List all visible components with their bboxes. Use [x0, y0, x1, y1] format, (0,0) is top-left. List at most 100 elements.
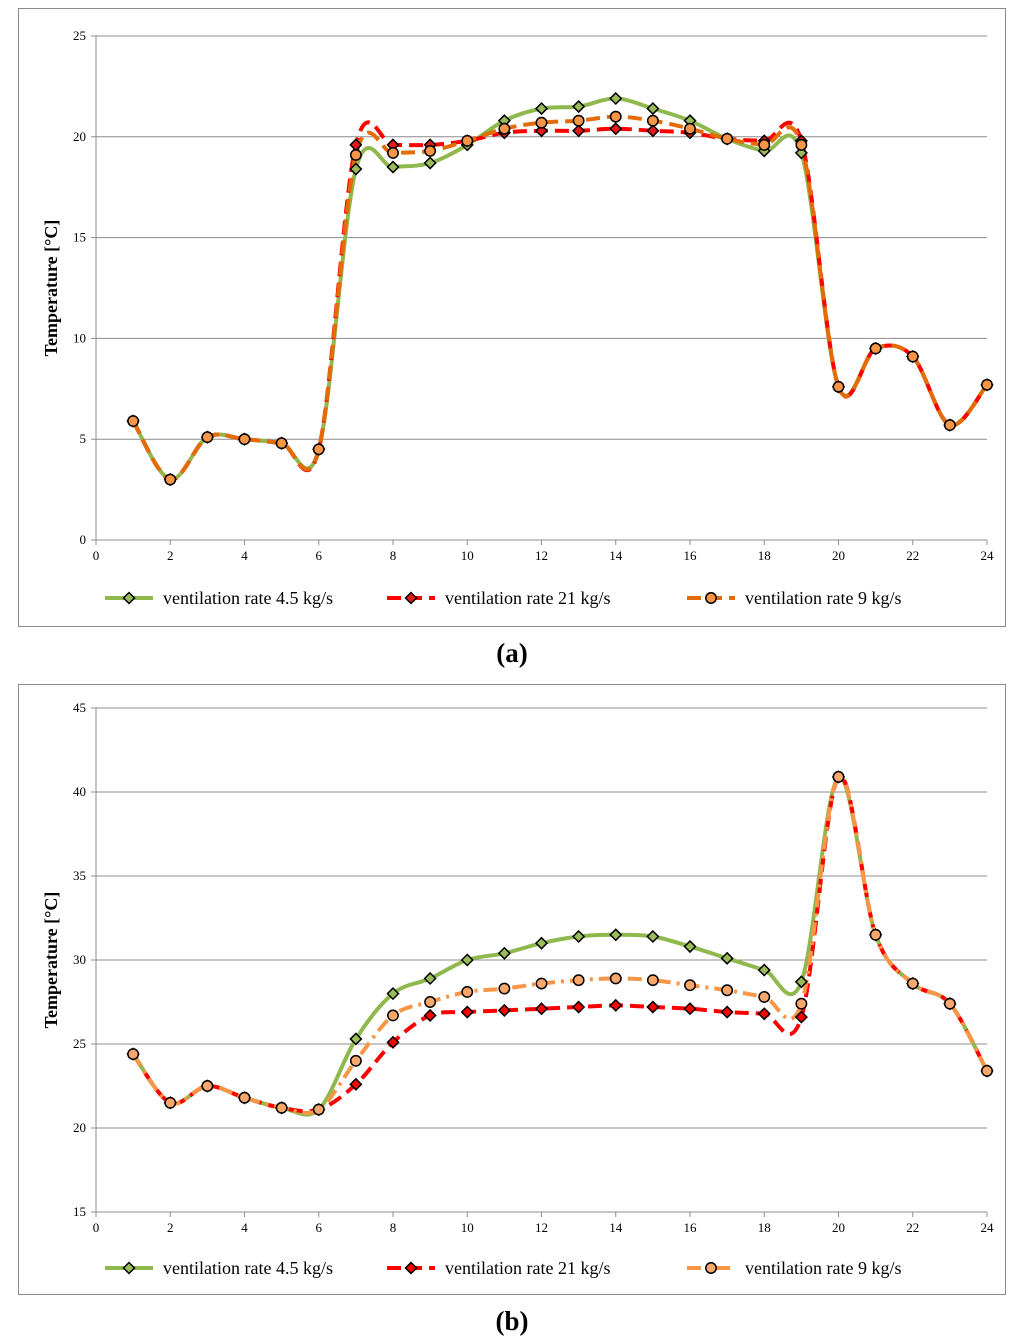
- legend-label-2: ventilation rate 9 kg/s: [745, 1258, 901, 1278]
- series-markers-1: [126, 770, 994, 1117]
- data-point: [609, 110, 622, 123]
- data-point: [460, 953, 474, 967]
- x-tick-label: 12: [535, 548, 548, 563]
- x-tick-label: 6: [316, 548, 323, 563]
- chart-a-caption: (a): [496, 638, 528, 668]
- data-point: [646, 974, 659, 987]
- legend-label-1: ventilation rate 21 kg/s: [445, 1258, 610, 1278]
- data-point: [757, 963, 771, 977]
- data-point: [684, 979, 696, 992]
- data-point: [238, 1091, 251, 1104]
- x-tick-label: 22: [906, 548, 919, 563]
- series-line-0: [131, 774, 989, 1117]
- data-point: [497, 946, 511, 960]
- data-point: [424, 996, 437, 1008]
- y-axis-title: Temperature [°C]: [41, 892, 61, 1029]
- data-point: [349, 1054, 362, 1067]
- data-point: [534, 936, 549, 950]
- chart-panel-b: 15 20 25 30 35 40 45 0 2 4 6 8 10 12 14 16 18 20 22 24 Tempe…: [18, 684, 1006, 1295]
- x-tick-label: 24: [981, 1220, 995, 1235]
- series-markers-1: [126, 122, 994, 487]
- data-point: [461, 985, 474, 998]
- data-point: [609, 91, 623, 106]
- data-point: [386, 160, 400, 174]
- legend-marker-2: [705, 1262, 717, 1274]
- data-point: [386, 987, 400, 1001]
- data-point: [794, 146, 808, 160]
- data-point: [423, 156, 437, 170]
- y-axis-title: Temperature [°C]: [41, 220, 61, 357]
- data-point: [943, 419, 956, 432]
- data-point: [349, 1077, 363, 1091]
- data-point: [201, 431, 214, 444]
- data-point: [461, 134, 474, 147]
- series-markers-2: [127, 110, 993, 486]
- x-tick-label: 4: [241, 548, 248, 563]
- data-point: [534, 102, 549, 116]
- data-point: [906, 977, 919, 990]
- data-point: [572, 974, 585, 987]
- legend-marker-0: [122, 591, 136, 605]
- y-tick-label: 25: [73, 1036, 86, 1051]
- data-point: [757, 1007, 771, 1021]
- data-point: [387, 1009, 399, 1022]
- x-tick-label: 2: [167, 548, 174, 563]
- data-point: [721, 984, 734, 997]
- data-point: [312, 1103, 325, 1116]
- x-tick-label: 12: [535, 1220, 548, 1235]
- series-line-0: [131, 96, 989, 482]
- y-tick-label: 10: [73, 330, 86, 345]
- x-tick-label: 2: [167, 1220, 174, 1235]
- data-point: [164, 473, 177, 486]
- x-tick-label: 20: [832, 1220, 845, 1235]
- series-markers-0: [126, 770, 994, 1117]
- data-point: [572, 114, 585, 127]
- x-tick-label: 10: [461, 548, 474, 563]
- data-point: [646, 1000, 660, 1014]
- x-tick-label: 14: [609, 1220, 623, 1235]
- data-point: [535, 116, 548, 129]
- y-tick-label: 15: [73, 230, 86, 245]
- data-point: [238, 433, 251, 446]
- x-tick-label: 22: [906, 1220, 919, 1235]
- data-point: [387, 146, 399, 159]
- data-point: [869, 342, 882, 355]
- data-point: [646, 114, 659, 127]
- data-point: [275, 437, 288, 450]
- y-tick-label: 20: [73, 129, 86, 144]
- y-tick-label: 25: [73, 28, 86, 43]
- data-point: [535, 977, 548, 990]
- data-point: [164, 1096, 177, 1109]
- data-point: [683, 1002, 697, 1016]
- y-tick-label: 5: [80, 431, 87, 446]
- x-tick-label: 0: [93, 548, 100, 563]
- series-markers-2: [127, 770, 993, 1116]
- legend-label-0: ventilation rate 4.5 kg/s: [163, 588, 333, 608]
- data-point: [609, 998, 623, 1012]
- data-point: [646, 102, 660, 116]
- x-tick-label: 8: [390, 1220, 397, 1235]
- x-tick-label: 14: [609, 548, 623, 563]
- y-tick-label: 30: [73, 952, 86, 967]
- data-point: [534, 124, 549, 138]
- data-point: [684, 122, 696, 135]
- data-point: [349, 148, 362, 161]
- series-markers-0: [126, 91, 994, 487]
- data-point: [386, 1035, 400, 1049]
- data-point: [349, 1032, 363, 1046]
- data-point: [646, 124, 660, 138]
- x-tick-label: 10: [461, 1220, 474, 1235]
- x-tick-label: 6: [316, 1220, 323, 1235]
- legend-label-1: ventilation rate 21 kg/s: [445, 588, 610, 608]
- series-line-1: [131, 774, 989, 1114]
- legend-marker-2: [705, 592, 717, 604]
- x-tick-label: 0: [93, 1220, 100, 1235]
- series-line-2: [131, 114, 989, 482]
- series-line-1: [131, 120, 989, 482]
- data-point: [534, 1002, 549, 1016]
- data-point: [906, 350, 919, 363]
- data-point: [646, 929, 660, 944]
- data-point: [758, 991, 771, 1003]
- x-tick-label: 16: [684, 1220, 698, 1235]
